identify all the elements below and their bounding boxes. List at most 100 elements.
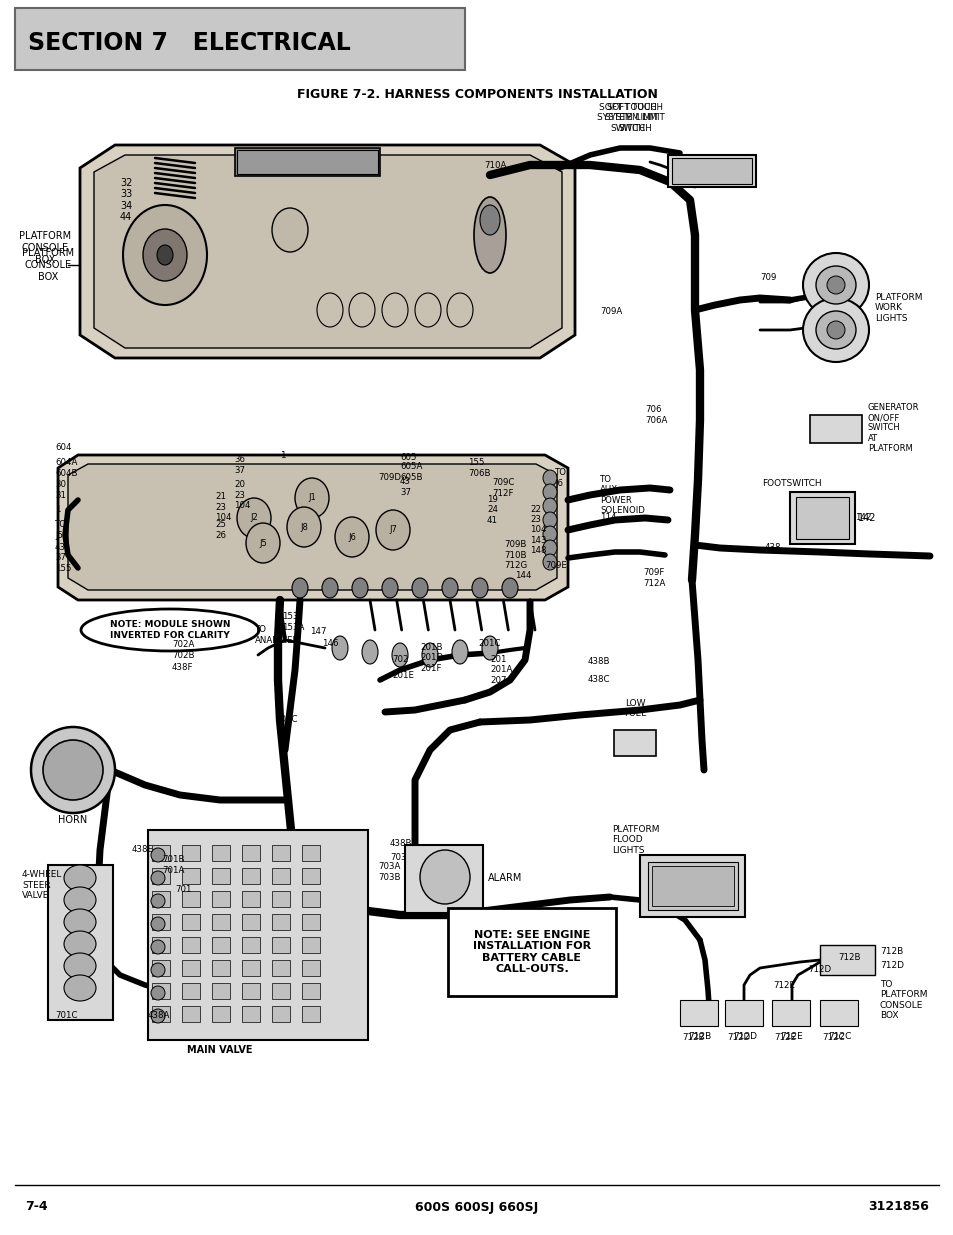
FancyBboxPatch shape	[182, 983, 200, 999]
Text: 706
706A: 706 706A	[644, 405, 667, 425]
Text: SECTION 7   ELECTRICAL: SECTION 7 ELECTRICAL	[28, 31, 351, 56]
Text: 712B: 712B	[688, 1032, 711, 1041]
Text: NOTE: SEE ENGINE
INSTALLATION FOR
BATTERY CABLE
CALL-OUTS.: NOTE: SEE ENGINE INSTALLATION FOR BATTER…	[473, 930, 591, 974]
Text: 43
37
155: 43 37 155	[55, 543, 71, 573]
Ellipse shape	[294, 478, 329, 517]
Ellipse shape	[392, 643, 408, 667]
Text: TO
J5: TO J5	[55, 520, 67, 540]
FancyBboxPatch shape	[302, 845, 319, 861]
Text: SOFT TOUCH
SYSTEM LIMIT
SWITCH: SOFT TOUCH SYSTEM LIMIT SWITCH	[604, 103, 664, 133]
FancyBboxPatch shape	[182, 890, 200, 906]
Text: 1: 1	[280, 451, 285, 459]
Text: 43
37: 43 37	[399, 477, 411, 496]
Text: 712D: 712D	[879, 961, 903, 969]
FancyBboxPatch shape	[242, 983, 260, 999]
Ellipse shape	[826, 321, 844, 338]
FancyBboxPatch shape	[272, 937, 290, 953]
FancyBboxPatch shape	[212, 1007, 230, 1023]
FancyBboxPatch shape	[182, 868, 200, 884]
Ellipse shape	[349, 293, 375, 327]
Ellipse shape	[472, 578, 488, 598]
Text: 438B: 438B	[390, 839, 412, 847]
FancyBboxPatch shape	[809, 415, 862, 443]
Text: 712B: 712B	[879, 946, 902, 956]
Text: J7: J7	[389, 526, 396, 535]
FancyBboxPatch shape	[152, 937, 170, 953]
Text: 709D: 709D	[377, 473, 400, 482]
FancyBboxPatch shape	[242, 845, 260, 861]
FancyBboxPatch shape	[212, 960, 230, 976]
Text: TO
J6: TO J6	[555, 468, 566, 488]
FancyBboxPatch shape	[771, 1000, 809, 1026]
Text: LOW
FUEL: LOW FUEL	[623, 699, 645, 718]
Ellipse shape	[151, 940, 165, 953]
Text: 7-4: 7-4	[25, 1200, 48, 1214]
Text: 4-WHEEL
STEER
VALVE: 4-WHEEL STEER VALVE	[22, 871, 62, 900]
FancyBboxPatch shape	[302, 937, 319, 953]
Text: 712C: 712C	[827, 1032, 851, 1041]
Ellipse shape	[151, 963, 165, 977]
Ellipse shape	[412, 578, 428, 598]
Ellipse shape	[542, 498, 557, 514]
Text: 605A
605B: 605A 605B	[399, 462, 422, 482]
Text: 605: 605	[399, 453, 416, 462]
Ellipse shape	[815, 266, 855, 304]
Text: PLATFORM
CONSOLE
BOX: PLATFORM CONSOLE BOX	[19, 231, 71, 264]
Text: 438E: 438E	[132, 846, 153, 855]
FancyBboxPatch shape	[647, 862, 738, 910]
FancyBboxPatch shape	[212, 983, 230, 999]
FancyBboxPatch shape	[242, 960, 260, 976]
Text: 32
33
34
44: 32 33 34 44	[120, 178, 132, 222]
FancyBboxPatch shape	[212, 914, 230, 930]
Text: TO
AUX.
POWER
SOLENOID: TO AUX. POWER SOLENOID	[599, 475, 644, 515]
FancyBboxPatch shape	[789, 492, 854, 543]
Text: 21
23
104: 21 23 104	[214, 492, 232, 522]
Text: 25
26: 25 26	[214, 520, 226, 540]
Ellipse shape	[441, 578, 457, 598]
Ellipse shape	[143, 228, 187, 282]
Ellipse shape	[64, 887, 96, 913]
Ellipse shape	[542, 540, 557, 556]
Text: NOTE: MODULE SHOWN
INVERTED FOR CLARITY: NOTE: MODULE SHOWN INVERTED FOR CLARITY	[110, 620, 230, 640]
FancyBboxPatch shape	[820, 1000, 857, 1026]
Ellipse shape	[322, 578, 337, 598]
FancyBboxPatch shape	[272, 960, 290, 976]
FancyBboxPatch shape	[234, 148, 379, 177]
FancyBboxPatch shape	[667, 156, 755, 186]
FancyBboxPatch shape	[148, 830, 368, 1040]
Ellipse shape	[64, 953, 96, 979]
FancyBboxPatch shape	[182, 914, 200, 930]
Text: 147: 147	[310, 627, 326, 636]
Text: 712C: 712C	[821, 1034, 843, 1042]
FancyBboxPatch shape	[272, 845, 290, 861]
Polygon shape	[68, 464, 557, 590]
Ellipse shape	[151, 1009, 165, 1023]
Text: 201B
201D
201F: 201B 201D 201F	[419, 643, 442, 673]
FancyBboxPatch shape	[242, 914, 260, 930]
Text: 600S 600SJ 660SJ: 600S 600SJ 660SJ	[415, 1200, 538, 1214]
Text: TO
ANALYZER: TO ANALYZER	[254, 625, 299, 645]
FancyBboxPatch shape	[212, 890, 230, 906]
Text: 142: 142	[854, 514, 871, 522]
FancyBboxPatch shape	[651, 866, 733, 906]
Text: 438: 438	[764, 543, 781, 552]
Ellipse shape	[474, 198, 505, 273]
Ellipse shape	[802, 253, 868, 317]
Text: 709E: 709E	[544, 561, 566, 569]
FancyBboxPatch shape	[212, 868, 230, 884]
Text: 709F
712A: 709F 712A	[642, 568, 664, 588]
FancyBboxPatch shape	[15, 7, 464, 70]
FancyBboxPatch shape	[152, 960, 170, 976]
FancyBboxPatch shape	[48, 864, 112, 1020]
FancyBboxPatch shape	[152, 868, 170, 884]
FancyBboxPatch shape	[302, 890, 319, 906]
Ellipse shape	[246, 522, 280, 563]
Text: 702A
702B: 702A 702B	[172, 640, 194, 659]
FancyBboxPatch shape	[152, 1007, 170, 1023]
Ellipse shape	[542, 471, 557, 487]
Text: 604A
604B: 604A 604B	[55, 458, 77, 478]
Ellipse shape	[64, 931, 96, 957]
FancyBboxPatch shape	[679, 1000, 718, 1026]
Text: J6: J6	[348, 532, 355, 541]
FancyBboxPatch shape	[242, 1007, 260, 1023]
